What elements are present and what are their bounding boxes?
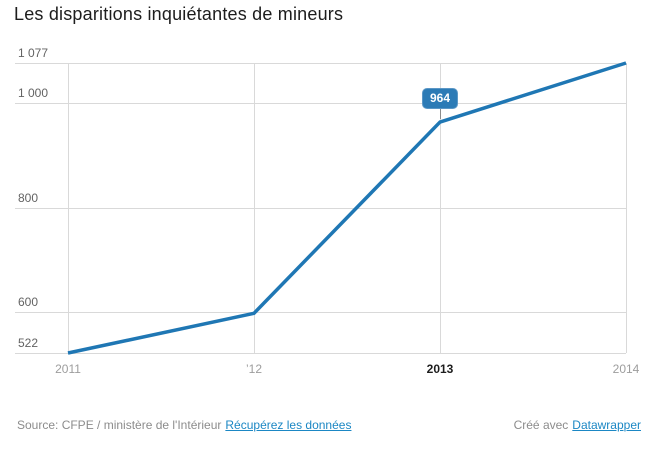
y-axis-tick-label: 800 (18, 190, 39, 205)
horizontal-gridline (15, 353, 626, 354)
chart-title: Les disparitions inquiétantes de mineurs (14, 4, 344, 24)
x-axis-tick-label: ’12 (245, 362, 262, 376)
x-axis-tick-label: 2014 (612, 362, 640, 376)
y-axis-tick-label: 1 000 (18, 86, 49, 101)
credit-label: Créé avec (513, 418, 569, 432)
credit-line: Créé avec Datawrapper (514, 418, 641, 432)
value-label-badge: 964 (421, 88, 459, 110)
datawrapper-link[interactable]: Datawrapper (572, 418, 641, 432)
get-data-link[interactable]: Récupérez les données (225, 418, 352, 432)
horizontal-gridline (15, 312, 626, 314)
vertical-gridline (626, 63, 627, 353)
y-axis-tick-label: 600 (18, 295, 39, 310)
vertical-gridline (68, 63, 69, 353)
y-axis-tick-label: 1 077 (18, 46, 49, 60)
y-axis-tick-label: 522 (18, 336, 39, 350)
source-label: Source: CFPE / ministère de l'Intérieur (17, 418, 222, 432)
horizontal-gridline (15, 207, 626, 209)
x-axis-tick-label: 2013 (426, 362, 454, 376)
source-line: Source: CFPE / ministère de l'Intérieur … (17, 418, 351, 432)
horizontal-gridline (15, 63, 626, 64)
horizontal-gridline (15, 103, 626, 105)
chart-footer: Source: CFPE / ministère de l'Intérieur … (17, 418, 641, 432)
vertical-gridline (254, 63, 255, 353)
badge-stem (440, 108, 441, 120)
x-axis-tick-label: 2011 (55, 362, 81, 376)
